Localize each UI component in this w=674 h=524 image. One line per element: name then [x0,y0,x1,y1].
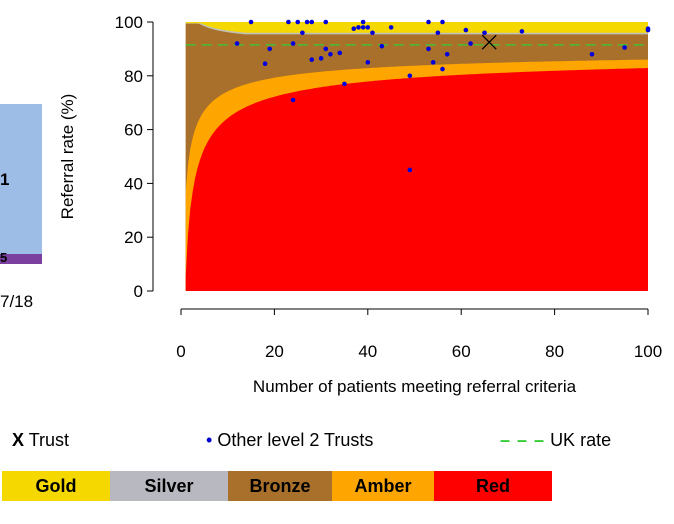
legend-uk-label: UK rate [550,430,612,450]
other-trust-point [342,81,347,87]
y-tick-label: 0 [134,282,143,301]
fragment-value-label: 1 [0,170,10,189]
other-trust-point [426,46,431,52]
other-trust-point [407,73,413,79]
other-trust-point [248,19,254,25]
x-tick-label: 20 [265,342,284,361]
other-trust-point [426,19,431,25]
x-tick-label: 100 [634,342,662,361]
other-trust-point [440,19,445,25]
trust-point-marker [481,34,497,50]
x-tick-label: 0 [176,342,185,361]
other-trust-point [323,46,329,52]
legend: X Trust • Other level 2 Trusts – – – UK … [0,430,674,456]
other-trust-point [337,50,343,56]
other-trust-point [309,19,315,25]
band-bronze: Bronze [228,471,332,501]
fragment-tick-label: 7/18 [0,292,34,311]
other-trust-point [290,97,296,103]
other-trust-point [360,19,366,25]
other-trust-point [622,45,627,50]
x-tick-label: 60 [452,342,471,361]
y-tick-label: 40 [124,174,143,193]
trust-marker-icon: X [12,430,25,450]
other-trust-point [482,30,487,36]
other-trust-point [388,25,394,30]
other-trust-point [262,61,268,66]
other-trust-point [328,51,333,57]
x-axis-title: Number of patients meeting referral crit… [253,377,577,396]
other-trust-point [290,41,296,46]
y-tick-label: 80 [124,67,143,86]
fragment-bar [0,104,42,264]
x-tick-label: 80 [545,342,564,361]
y-axis-title: Referral rate (%) [58,94,77,220]
y-tick-label: 100 [115,13,143,32]
band-area-red [185,68,648,291]
band-silver: Silver [110,471,228,501]
legend-other-label: Other level 2 Trusts [217,430,374,450]
other-trust-point [295,19,301,25]
y-tick-label: 60 [124,121,143,140]
axes: 0 20 40 60 80 100 0 20 40 60 80 100 [115,13,663,361]
other-trust-point [468,41,473,46]
other-trust-point [407,167,413,173]
legend-trust-label: Trust [28,430,70,450]
band-amber: Amber [332,471,434,501]
other-trust-point [300,30,305,36]
other-trust-point [444,51,450,57]
x-tick-label: 40 [358,342,377,361]
other-trust-point [589,51,595,57]
trust-points [234,19,651,173]
other-trust-point [519,29,525,34]
trust-marker-stroke [481,34,497,50]
other-trust-point [645,27,651,33]
other-trust-point [309,57,315,62]
band-gold: Gold [2,471,110,501]
fragment-bar-strip [0,254,42,264]
other-trust-point [323,19,329,25]
performance-bands [185,22,648,292]
other-trust-point [463,27,469,33]
other-trust-point [430,60,436,65]
other-trust-point [356,25,361,30]
band-red: Red [434,471,552,501]
other-trust-point [370,30,375,36]
other-trust-point [234,41,240,46]
legend-other-trusts: • Other level 2 Trusts [206,430,373,451]
dashed-line-icon: – – – [500,430,546,450]
funnel-plot: 0 20 40 60 80 100 0 20 40 60 80 100 Number of patie… [58,13,663,396]
legend-trust: X Trust [12,430,69,451]
other-trust-point [351,26,357,32]
other-trust-point [267,46,273,52]
other-trust-point [360,25,366,30]
dot-marker-icon: • [206,430,213,450]
other-trust-point [365,60,371,65]
other-trust-point [318,56,324,61]
other-trust-point [304,19,310,25]
fragment-value-label-2: 5 [0,250,8,265]
other-trust-point [440,66,445,72]
y-tick-label: 20 [124,228,143,247]
other-trust-point [286,19,291,25]
other-trust-point [365,25,371,30]
legend-uk-rate: – – – UK rate [500,430,611,451]
other-trust-point [379,43,385,49]
other-trust-point [435,30,441,36]
previous-chart-fragment: 1 5 7/18 [0,0,60,311]
